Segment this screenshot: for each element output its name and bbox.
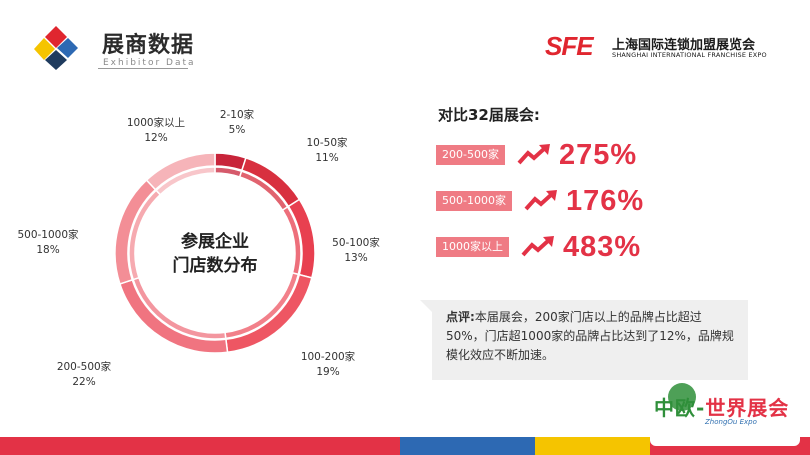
logo-blue-tile (57, 38, 78, 58)
comparison-growth-value: 176% (565, 184, 645, 217)
slice-value-label: 11% (315, 152, 338, 164)
expo-name-en: ZhongOu Expo (705, 418, 757, 426)
slice-category-label: 2-10家 (220, 108, 255, 121)
footer-blue-band (400, 437, 535, 455)
chart-center-title: 参展企业 (181, 231, 249, 252)
slice-category-label: 500-1000家 (17, 228, 79, 241)
donut-slice (214, 152, 247, 178)
store-distribution-donut-chart: 2-10家 5% 10-50家 11% 50-100家 13% 100-200家 19% 200… (17, 108, 380, 388)
sfe-logo-mark: SFE (545, 31, 594, 61)
donut-center (135, 173, 295, 333)
comment-tip (420, 300, 432, 312)
growth-arrow-icon (524, 190, 557, 211)
comment-text: 本届展会，200家门店以上的品牌占比超过50%，门店超1000家的品牌占比达到了… (446, 310, 734, 362)
page-title: 展商数据 (102, 33, 195, 58)
growth-arrow-icon (521, 236, 554, 257)
growth-arrow-icon (517, 144, 550, 165)
slice-value-label: 13% (344, 252, 367, 264)
footer-yellow-band (535, 437, 650, 455)
comparison-label: 1000家以上 (436, 237, 509, 257)
slice-inner (155, 166, 216, 196)
comparison-title: 对比32届展会: (438, 106, 540, 124)
chart-center-title: 门店数分布 (173, 255, 258, 276)
slice-value-label: 19% (316, 366, 339, 378)
slice-category-label: 1000家以上 (127, 116, 185, 129)
expo-name-part2: 世界展会 (705, 396, 790, 420)
expo-name-part1: 中欧- (654, 396, 706, 420)
slice-category-label: 50-100家 (332, 236, 380, 249)
donut-slice (145, 152, 216, 196)
comparison-row: 500-1000家 176% (436, 185, 644, 217)
comparison-growth-value: 275% (558, 138, 638, 171)
sfe-name-en: SHANGHAI INTERNATIONAL FRANCHISE EXPO (612, 51, 767, 59)
comment-box: 点评:本届展会，200家门店以上的品牌占比超过50%，门店超1000家的品牌占比… (432, 300, 748, 380)
logo-yellow-tile (34, 38, 55, 60)
comparison-row: 200-500家 275% (436, 139, 637, 171)
logo-navy-tile (45, 50, 67, 70)
logo-red-tile (45, 26, 67, 48)
comparison-growth-value: 483% (563, 230, 642, 263)
slice-value-label: 18% (36, 244, 59, 256)
brand-diamond-logo (34, 26, 78, 70)
comparison-label: 200-500家 (436, 145, 505, 165)
page-subtitle: Exhibitor Data (103, 58, 196, 68)
sfe-name-cn: 上海国际连锁加盟展览会 (612, 38, 756, 53)
footer-color-stripe (0, 437, 810, 455)
slice-outer (145, 152, 216, 191)
title-underline (98, 68, 188, 69)
slice-value-label: 5% (229, 124, 246, 136)
globe-icon (668, 383, 696, 411)
expo-name: 中欧-世界展会 (654, 392, 789, 421)
comment-lead: 点评: (446, 310, 475, 324)
slice-category-label: 200-500家 (57, 360, 112, 373)
slice-value-label: 12% (144, 132, 167, 144)
slice-category-label: 10-50家 (306, 136, 348, 149)
comparison-row: 1000家以上 483% (436, 231, 641, 263)
comparison-label: 500-1000家 (436, 191, 512, 211)
slice-value-label: 22% (72, 376, 95, 388)
slice-category-label: 100-200家 (301, 350, 356, 363)
footer-red-band (0, 437, 400, 455)
